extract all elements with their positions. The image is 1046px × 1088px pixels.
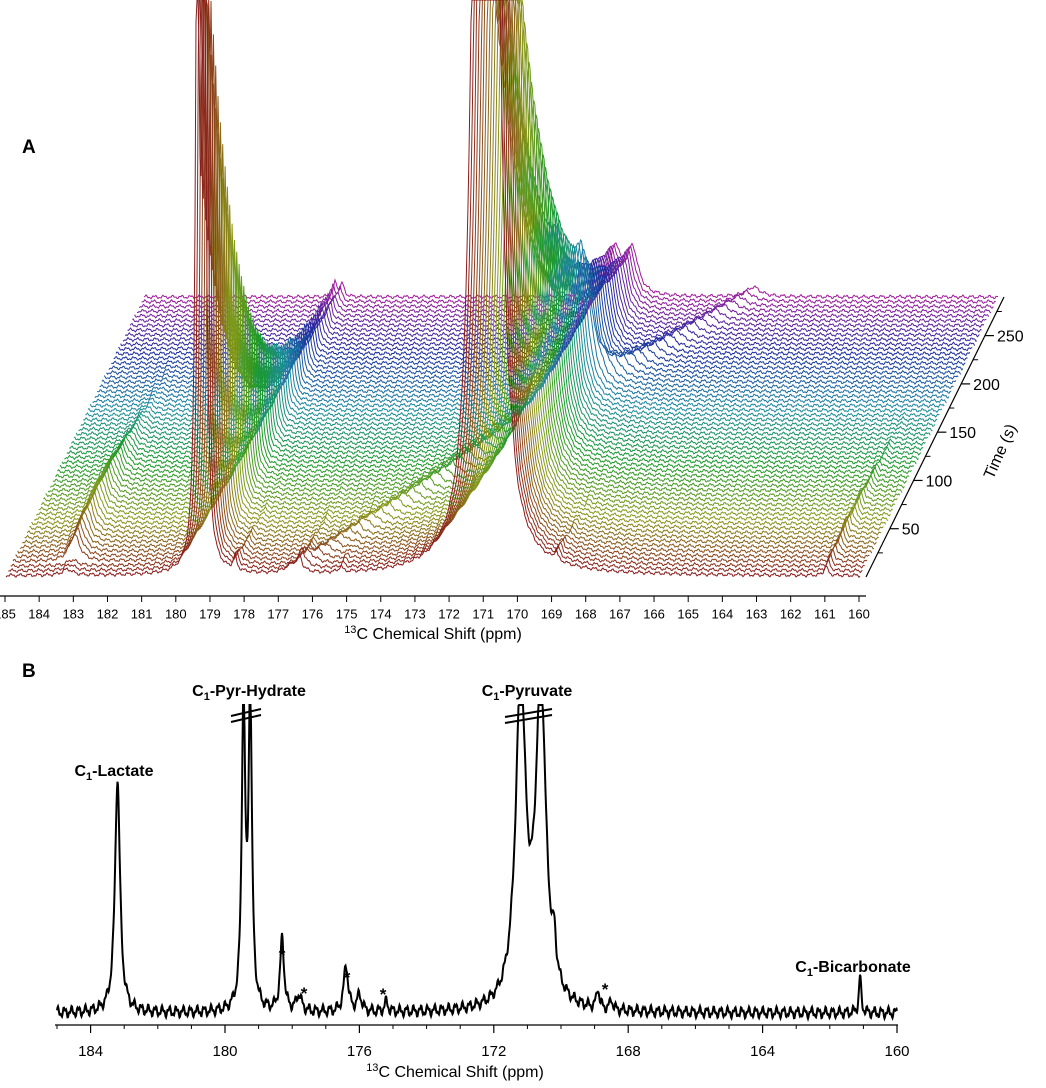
spectrum-trace — [59, 166, 915, 470]
spectrum-trace — [55, 143, 910, 480]
x-tick-label: 160 — [848, 607, 870, 622]
impurity-marker: * — [380, 985, 387, 1004]
waterfall-traces — [5, 0, 998, 579]
x-tick-label: 184 — [28, 607, 50, 622]
impurity-marker: * — [279, 946, 286, 965]
spectrum-trace — [82, 223, 938, 423]
x-tick-label: 176 — [347, 1043, 372, 1060]
x-tick-label: 181 — [131, 607, 153, 622]
time-tick-label: 250 — [997, 329, 1024, 346]
peak-label: C1-Bicarbonate — [795, 959, 911, 979]
peak-label: C1-Pyruvate — [482, 683, 573, 703]
x-tick-label: 173 — [404, 607, 426, 622]
x-axis-title: 13C Chemical Shift (ppm) — [344, 624, 522, 643]
axis-break-mark — [230, 714, 262, 723]
spectrum-trace — [15, 0, 870, 560]
x-tick-label: 172 — [438, 607, 460, 622]
spectrum-trace — [29, 0, 884, 531]
axis-break-mark — [230, 708, 262, 717]
x-tick-label: 169 — [541, 607, 563, 622]
x-axis-title-text: C Chemical Shift (ppm) — [356, 626, 521, 643]
spectrum-trace — [31, 0, 887, 527]
x-tick-label: 163 — [746, 607, 768, 622]
time-tick-label: 200 — [973, 377, 1000, 394]
x-tick-label: 184 — [78, 1043, 103, 1060]
x-tick-label: 162 — [780, 607, 802, 622]
spectrum-trace — [115, 263, 971, 357]
x-tick-label: 176 — [302, 607, 324, 622]
x-tick-label: 168 — [616, 1043, 641, 1060]
peak-label: C1-Pyr-Hydrate — [192, 683, 306, 703]
axis-break-marks — [230, 708, 553, 724]
spectrum-trace — [78, 223, 933, 432]
x-axis-ticks: 184 180 176 172 168 164 160 — [56, 1025, 910, 1060]
x-tick-label: 160 — [884, 1043, 909, 1060]
time-tick-label: 100 — [926, 473, 953, 490]
spectrum-trace — [5, 0, 861, 579]
x-tick-label: 180 — [165, 607, 187, 622]
time-tick-label: 50 — [902, 522, 920, 539]
impurity-marker: * — [301, 984, 308, 1003]
x-tick-label: 180 — [212, 1043, 237, 1060]
spectrum-line — [56, 704, 898, 1022]
x-tick-label: 166 — [643, 607, 665, 622]
x-tick-label: 170 — [507, 607, 529, 622]
impurity-marker: * — [602, 980, 609, 999]
panel-a-letter: A — [22, 137, 36, 158]
axis-break-mark — [504, 708, 553, 718]
time-tick-label: 150 — [949, 425, 976, 442]
x-tick-label: 178 — [233, 607, 255, 622]
spectrum-trace — [40, 46, 896, 508]
spectrum-trace — [45, 83, 901, 498]
x-tick-label: 183 — [62, 607, 84, 622]
x-tick-label: 172 — [481, 1043, 506, 1060]
x-tick-label: 165 — [677, 607, 699, 622]
x-tick-label: 168 — [575, 607, 597, 622]
x-tick-label: 161 — [814, 607, 836, 622]
x-tick-label: 185 — [0, 607, 16, 622]
x-tick-label: 164 — [712, 607, 734, 622]
x-axis-title: 13C Chemical Shift (ppm) — [366, 1062, 544, 1081]
x-axis-title-text: C Chemical Shift (ppm) — [378, 1064, 543, 1081]
spectrum-trace — [8, 0, 863, 574]
spectrum-trace — [43, 65, 898, 503]
x-tick-label: 182 — [97, 607, 119, 622]
x-tick-label: 179 — [199, 607, 221, 622]
spectrum-trace — [10, 0, 865, 569]
x-tick-label: 177 — [267, 607, 289, 622]
impurity-marker: * — [344, 968, 351, 987]
x-axis-title-sup: 13 — [344, 624, 356, 636]
peak-labels: C1-Lactate C1-Pyr-Hydrate C1-Pyruvate C1-Bi… — [74, 683, 910, 1004]
spectrum-trace — [52, 128, 908, 484]
x-tick-label: 174 — [370, 607, 392, 622]
panel-b-letter: B — [22, 661, 36, 682]
axis-break-mark — [504, 714, 553, 724]
x-axis-ticks: 185 184 183 182 181 180 179 178 177 176 175 174 173 1… — [0, 596, 870, 622]
spectrum-trace — [136, 247, 992, 314]
peak-label: C1-Lactate — [74, 763, 153, 783]
time-axis: 50 100 150 200 250 — [865, 296, 1024, 578]
spectrum-trace — [47, 98, 903, 494]
x-tick-label: 171 — [472, 607, 494, 622]
spectrum-trace — [12, 0, 868, 564]
x-tick-label: 175 — [336, 607, 358, 622]
x-tick-label: 164 — [750, 1043, 775, 1060]
x-tick-label: 167 — [609, 607, 631, 622]
x-axis-title-sup: 13 — [366, 1062, 378, 1074]
spectrum-trace — [124, 257, 980, 338]
time-axis-line — [865, 296, 1005, 578]
time-axis-title: Time (s) — [981, 422, 1020, 482]
